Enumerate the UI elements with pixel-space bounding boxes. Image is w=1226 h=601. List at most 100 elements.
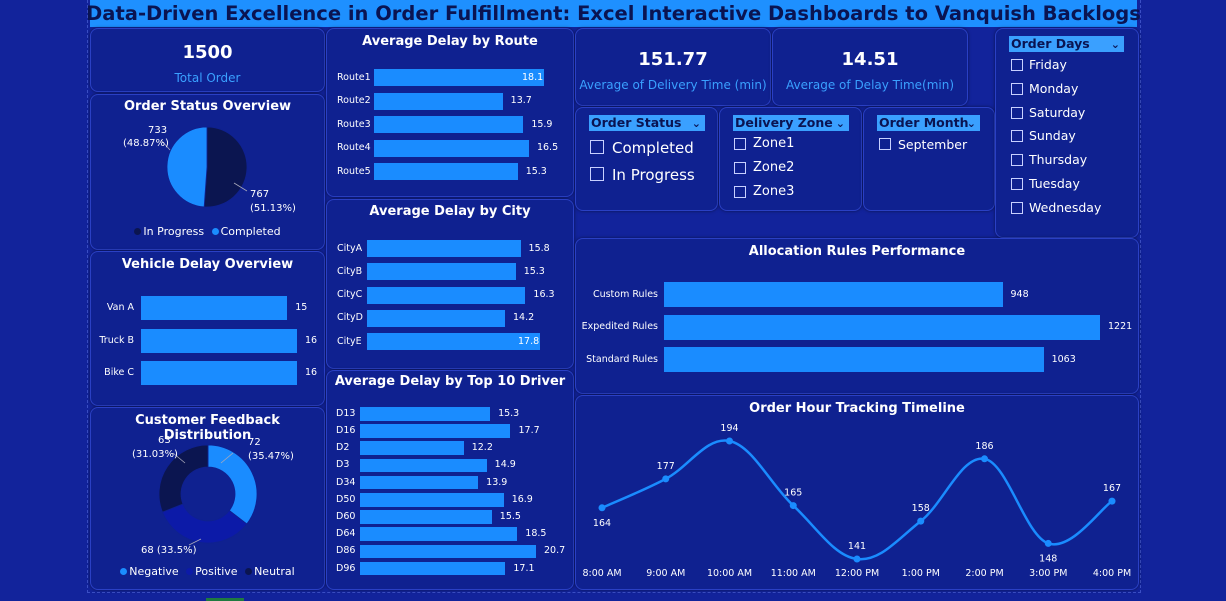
chevron-down-icon[interactable]: ⌄ [691,117,701,130]
timeline-point[interactable] [662,475,670,483]
bar[interactable] [664,347,1044,372]
pie-slice-completed[interactable] [166,126,208,208]
bar[interactable] [360,407,491,421]
bar[interactable] [141,328,297,353]
slicer-item-day[interactable]: Monday [1029,80,1079,96]
timeline-point[interactable] [789,502,797,510]
pie-slice-neutral[interactable] [158,444,209,513]
checkbox-day[interactable] [1011,130,1023,143]
bar[interactable] [360,544,536,559]
bar[interactable] [360,458,487,473]
timeline-card[interactable]: Order Hour Tracking Timeline 164 8:00 AM 1… [575,395,1139,590]
slicer-item-day[interactable]: Wednesday [1029,199,1102,215]
slicer-item-zone3[interactable]: Zone3 [753,184,795,199]
legend-completed[interactable]: Completed [220,225,281,238]
bar[interactable] [367,333,540,351]
bar[interactable] [360,527,518,541]
slicer-item-completed[interactable]: Completed [612,139,694,157]
order-month-slicer[interactable]: Order Month ⌄ September [863,107,995,211]
bar[interactable] [360,493,504,507]
bar[interactable] [374,92,503,110]
driver-delay-card[interactable]: Average Delay by Top 10 Driver D13 15.3 D1… [326,370,574,590]
order-days-slicer-header[interactable]: Order Days ⌄ [1009,36,1124,52]
city-delay-card[interactable]: Average Delay by City CityA 15.8 CityB 15.3… [326,199,574,369]
bar[interactable] [360,424,511,438]
checkbox-day[interactable] [1011,82,1023,95]
avg-delay-card[interactable]: 14.51 Average of Delay Time(min) [772,28,968,106]
checkbox-day[interactable] [1011,106,1023,119]
chevron-down-icon[interactable]: ⌄ [835,117,845,130]
slicer-item-in-progress[interactable]: In Progress [612,166,695,184]
bar[interactable] [367,240,521,257]
order-status-overview-card[interactable]: Order Status Overview 733 (48.87%) 767 (… [90,94,325,250]
pie-slice-negative[interactable] [207,444,258,525]
bar-value-label: 15.5 [499,510,521,522]
slicer-item-day[interactable]: Tuesday [1029,176,1080,191]
timeline-series-line[interactable] [601,439,1113,561]
checkbox-day[interactable] [1011,201,1023,214]
timeline-point[interactable] [853,555,861,563]
bar[interactable] [664,282,1003,307]
legend-neutral[interactable]: Neutral [254,565,295,578]
timeline-data-label: 165 [784,488,802,499]
avg-delivery-card[interactable]: 151.77 Average of Delivery Time (min) [575,28,771,106]
legend-positive[interactable]: Positive [195,565,238,578]
order-days-slicer[interactable]: Order Days ⌄ Friday Monday Saturday Sunday Th… [995,28,1139,238]
bar[interactable] [367,263,516,281]
bar[interactable] [360,510,492,524]
slicer-item-september[interactable]: September [898,137,968,152]
bar[interactable] [367,286,526,304]
checkbox-september[interactable] [879,138,891,150]
order-status-slicer[interactable]: Order Status ⌄ Completed In Progress [575,107,718,211]
bar[interactable] [374,116,524,133]
chevron-down-icon[interactable]: ⌄ [1110,38,1120,51]
timeline-point[interactable] [917,517,925,525]
order-status-slicer-header[interactable]: Order Status ⌄ [589,115,705,131]
checkbox-day[interactable] [1011,59,1023,71]
total-order-card[interactable]: 1500 Total Order [90,28,325,92]
pie-slice-in-progress[interactable] [203,126,248,208]
checkbox-zone1[interactable] [734,138,746,150]
bar-value-label: 18.5 [525,528,547,540]
slicer-item-day[interactable]: Sunday [1029,128,1076,144]
timeline-point[interactable] [1044,539,1052,547]
bar-label: Route1 [337,71,371,83]
delivery-zone-slicer[interactable]: Delivery Zone ⌄ Zone1 Zone2 Zone3 [719,107,862,211]
bar[interactable] [360,561,506,576]
legend-in-progress[interactable]: In Progress [143,225,205,238]
timeline-point[interactable] [1108,497,1116,505]
bar[interactable] [374,69,544,86]
feedback-label-72-pct: (35.47%) [248,451,294,462]
slicer-item-zone1[interactable]: Zone1 [753,136,795,151]
route-delay-card[interactable]: Average Delay by Route Route1 18.1 Route2 1… [326,28,574,197]
slicer-item-zone2[interactable]: Zone2 [753,160,795,175]
bar[interactable] [360,475,479,490]
slicer-item-day[interactable]: Thursday [1029,152,1088,168]
bar[interactable] [367,309,505,327]
delivery-zone-slicer-header[interactable]: Delivery Zone ⌄ [733,115,849,131]
checkbox-zone3[interactable] [734,186,746,198]
timeline-point[interactable] [981,455,988,463]
legend-negative[interactable]: Negative [129,565,179,578]
vehicle-delay-card[interactable]: Vehicle Delay Overview Van A 15 Truck B 16 B… [90,251,325,406]
bar[interactable] [360,441,464,455]
pie-label-767: 767 [250,189,270,200]
bar[interactable] [374,163,518,180]
bar[interactable] [664,314,1100,340]
timeline-point[interactable] [726,437,733,445]
bar[interactable] [141,296,288,320]
order-month-slicer-header[interactable]: Order Month ⌄ [877,115,980,131]
allocation-rules-card[interactable]: Allocation Rules Performance Custom Rule… [575,238,1139,394]
checkbox-day[interactable] [1011,154,1023,167]
slicer-item-day[interactable]: Saturday [1029,104,1086,120]
checkbox-zone2[interactable] [734,162,746,174]
checkbox-in-progress[interactable] [590,167,604,181]
checkbox-completed[interactable] [590,140,604,154]
chevron-down-icon[interactable]: ⌄ [966,117,976,130]
bar[interactable] [141,361,297,385]
bar[interactable] [374,139,529,157]
customer-feedback-card[interactable]: Customer Feedback Distribution 63 (31.03… [90,407,325,590]
timeline-point[interactable] [598,504,606,512]
slicer-item-day[interactable]: Friday [1029,57,1067,72]
checkbox-day[interactable] [1011,178,1023,190]
